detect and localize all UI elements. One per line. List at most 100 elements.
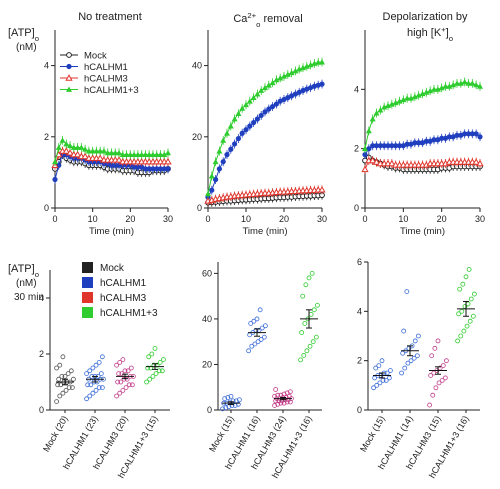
- data-point: [402, 365, 408, 371]
- marker-point: [446, 83, 453, 89]
- bottom-y-axis-label: [ATP]o: [8, 263, 39, 279]
- marker-point: [273, 101, 279, 107]
- top-panel-1-title-part-2: o: [256, 20, 260, 29]
- series-line: [207, 83, 323, 198]
- marker-point: [112, 149, 119, 156]
- data-point: [99, 385, 105, 391]
- data-point: [249, 343, 255, 349]
- data-point: [443, 358, 449, 364]
- marker-point: [373, 110, 380, 116]
- y-tick-label: 4: [44, 61, 49, 71]
- data-point: [273, 387, 279, 392]
- data-point: [246, 348, 252, 354]
- y-tick-label: 0: [354, 203, 359, 213]
- marker-point: [85, 148, 92, 154]
- data-point: [69, 385, 75, 391]
- marker-point: [269, 79, 276, 86]
- marker-point: [372, 158, 381, 165]
- marker-point: [454, 132, 460, 138]
- data-point: [383, 377, 389, 383]
- marker-point: [66, 52, 72, 58]
- data-point: [114, 362, 119, 368]
- y-tick-label: 0: [197, 203, 202, 213]
- data-point: [401, 328, 407, 334]
- marker-point: [153, 151, 160, 157]
- legend-label: Mock: [84, 51, 107, 62]
- data-point: [228, 393, 234, 399]
- data-point: [59, 373, 65, 379]
- data-point: [461, 328, 467, 334]
- data-point: [144, 379, 150, 385]
- marker-point: [119, 151, 126, 157]
- marker-point: [377, 107, 384, 113]
- data-point: [311, 307, 317, 313]
- y-tick-label: 2: [39, 349, 44, 359]
- marker-point: [127, 151, 134, 157]
- data-point: [121, 376, 127, 382]
- marker-point: [142, 151, 149, 157]
- marker-point: [393, 143, 399, 149]
- data-point: [96, 359, 102, 365]
- data-point: [124, 376, 130, 382]
- marker-point: [270, 103, 276, 110]
- marker-point: [165, 166, 171, 172]
- marker-point: [408, 95, 414, 101]
- marker-point: [476, 159, 484, 167]
- marker-point: [66, 63, 72, 70]
- series-hcalhm1: [362, 129, 483, 160]
- data-point: [298, 357, 304, 363]
- marker-point: [73, 150, 82, 158]
- marker-point: [100, 148, 107, 154]
- marker-point: [258, 87, 265, 93]
- legend-label: hCALHM1+3: [84, 85, 139, 96]
- data-point: [459, 308, 465, 314]
- marker-point: [262, 109, 268, 115]
- marker-point: [369, 156, 377, 164]
- y-tick-label: 40: [192, 61, 202, 71]
- category-points-3: [298, 270, 320, 363]
- data-point: [116, 371, 122, 377]
- data-point: [371, 385, 377, 391]
- data-point: [145, 365, 151, 371]
- data-point: [466, 266, 472, 272]
- marker-point: [392, 99, 399, 106]
- legend-swatch: [82, 292, 93, 303]
- data-point: [307, 343, 313, 349]
- marker-point: [381, 104, 388, 110]
- data-point: [414, 353, 420, 359]
- data-point: [150, 373, 156, 379]
- marker-point: [319, 81, 325, 87]
- y-tick-label: 2: [354, 144, 359, 154]
- data-point: [117, 359, 123, 365]
- y-tick-label: 2: [44, 132, 49, 142]
- data-point: [468, 296, 474, 302]
- x-tick-label: 0: [205, 214, 210, 224]
- marker-point: [66, 148, 74, 156]
- data-point: [262, 323, 268, 329]
- data-point: [373, 365, 379, 371]
- data-point: [258, 337, 264, 342]
- marker-point: [231, 116, 238, 122]
- top-panel-0-title: No treatment: [78, 11, 142, 23]
- data-point: [148, 365, 154, 371]
- data-point: [377, 380, 383, 386]
- data-point: [429, 353, 435, 359]
- y-tick-label: 60: [202, 268, 212, 278]
- data-point: [120, 357, 126, 363]
- marker-point: [154, 166, 160, 172]
- data-point: [84, 396, 89, 402]
- marker-point: [288, 69, 295, 76]
- marker-point: [438, 84, 445, 91]
- legend-label: hCALHM3: [84, 74, 128, 85]
- marker-point: [457, 80, 464, 86]
- y-tick-label: 0: [44, 203, 49, 213]
- data-point: [88, 382, 94, 388]
- bottom-y-axis-unit: (nM): [16, 278, 37, 289]
- data-point: [115, 379, 121, 385]
- marker-point: [115, 156, 123, 163]
- marker-point: [247, 123, 253, 129]
- marker-point: [262, 84, 268, 91]
- marker-point: [149, 151, 156, 157]
- data-point: [248, 321, 254, 326]
